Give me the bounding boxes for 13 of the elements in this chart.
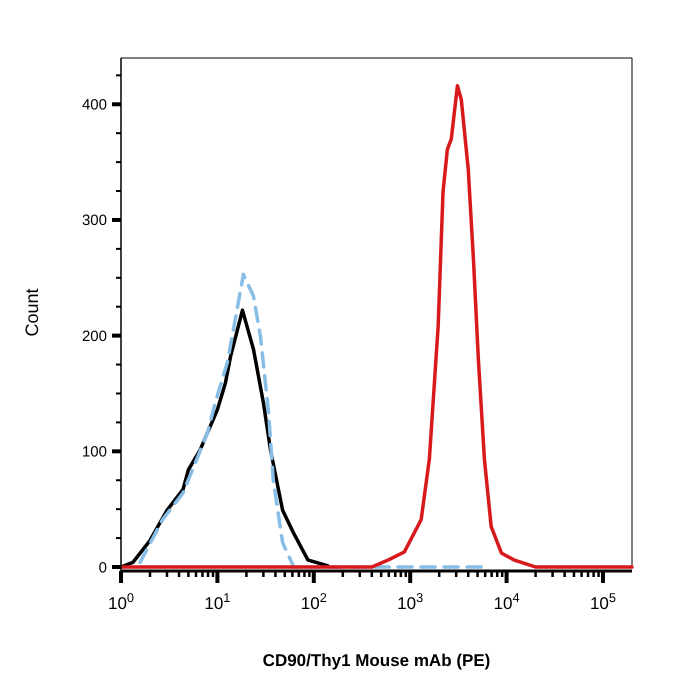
y-tick-label: 200 [82,328,107,345]
y-tick-label: 400 [82,96,107,114]
x-axis-title: CD90/Thy1 Mouse mAb (PE) [262,651,490,670]
y-axis-title: Count [22,288,42,337]
x-tick-label: 10$^{5}$ [590,590,616,613]
y-tick-label: 0 [98,559,107,576]
x-tick-label: 10$^{0}$ [108,590,134,613]
x-tick-label: 10$^{1}$ [204,590,230,613]
y-tick-label: 300 [82,212,107,230]
x-tick-label: 10$^{2}$ [300,590,327,613]
x-tick-label: 10$^{4}$ [494,590,520,613]
x-tick-label: 10$^{3}$ [397,590,424,613]
y-tick-label: 100 [82,444,107,461]
